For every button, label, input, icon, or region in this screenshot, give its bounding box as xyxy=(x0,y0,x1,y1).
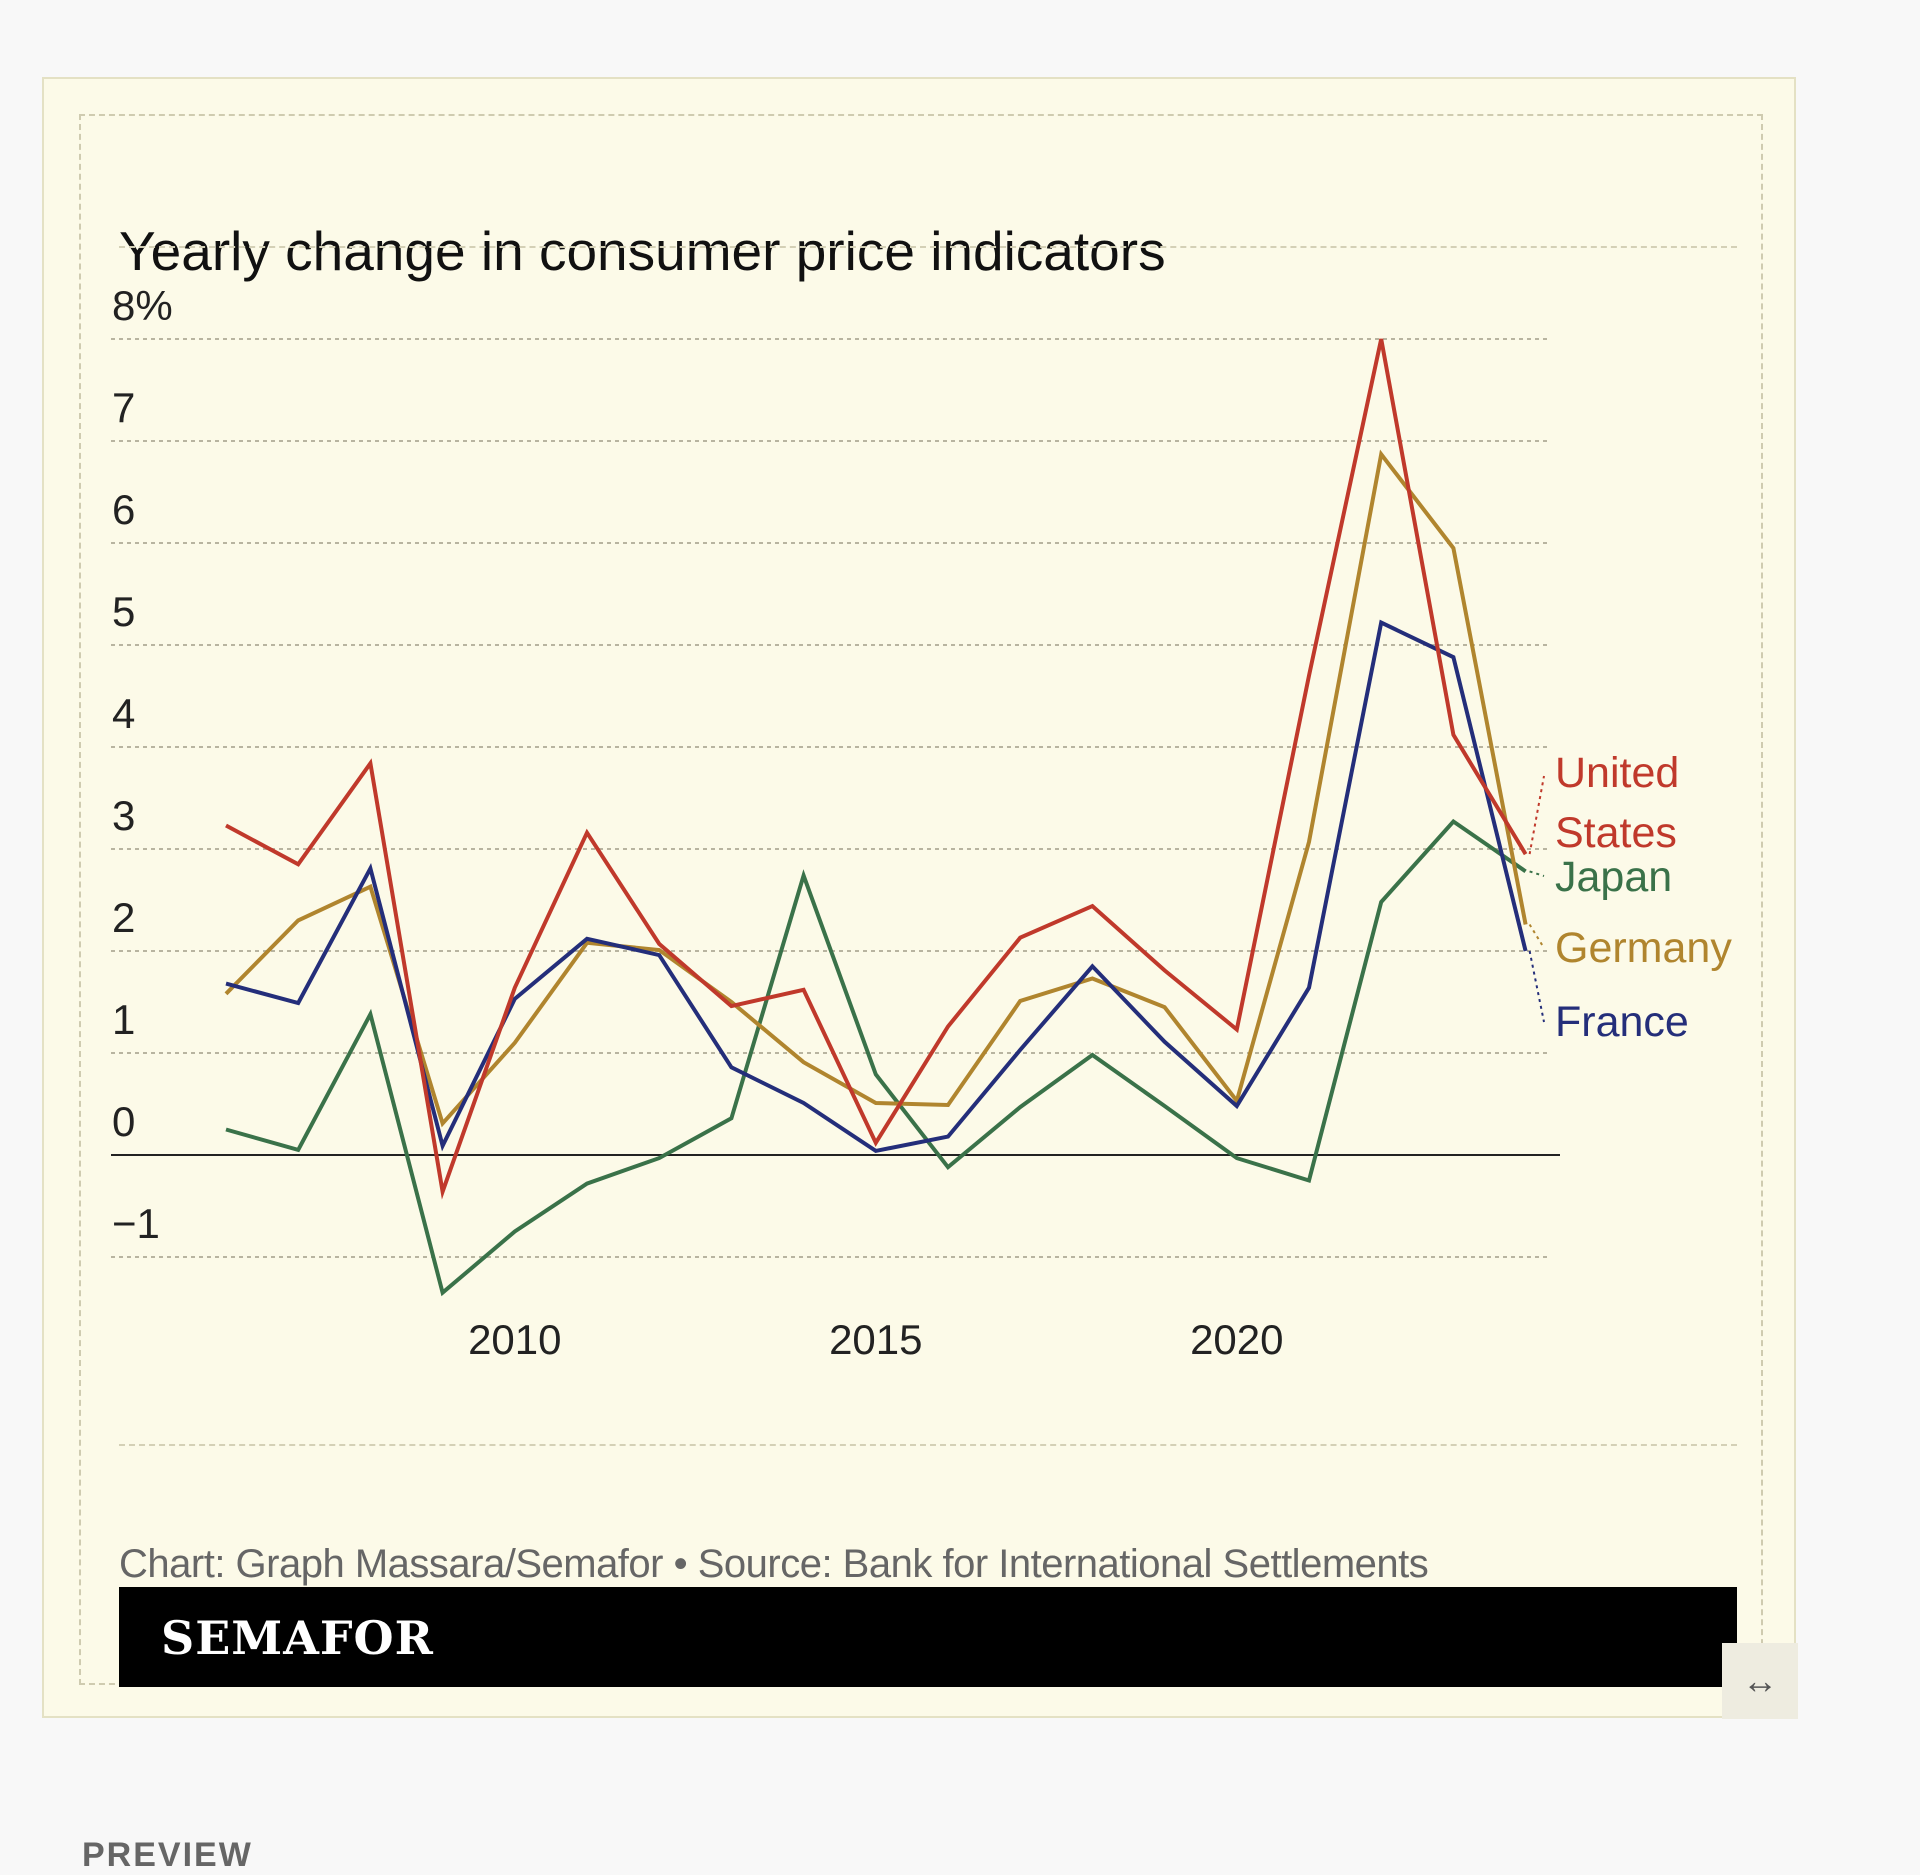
y-tick-label: 2 xyxy=(112,894,135,941)
leader-france xyxy=(1528,950,1545,1023)
y-tick-label: 3 xyxy=(112,792,135,839)
x-tick-label: 2020 xyxy=(1190,1316,1283,1363)
series-label-germany: Germany xyxy=(1555,924,1732,972)
y-tick-label: 7 xyxy=(112,384,135,431)
chart-title: Yearly change in consumer price indicato… xyxy=(119,220,1166,282)
leader-japan xyxy=(1529,870,1545,877)
x-tick-label: 2015 xyxy=(829,1316,922,1363)
y-tick-label: −1 xyxy=(112,1200,160,1247)
series-label-united-states: United xyxy=(1555,749,1679,797)
title-separator xyxy=(119,246,1737,248)
leader-germany xyxy=(1528,923,1545,949)
series-label-united-states: States xyxy=(1555,809,1677,857)
preview-heading: PREVIEW xyxy=(82,1836,253,1874)
x-tick-label: 2010 xyxy=(468,1316,561,1363)
series-line-united-states xyxy=(225,338,1528,1200)
y-tick-label: 6 xyxy=(112,486,135,533)
series-label-japan: Japan xyxy=(1555,853,1672,901)
brand-bar: SEMAFOR xyxy=(119,1587,1737,1687)
y-axis-ticks: −1 0 1 2 3 4 5 6 7 8% xyxy=(112,282,173,1247)
leader-united-states xyxy=(1528,775,1545,855)
series-label-france: France xyxy=(1555,998,1689,1046)
y-tick-label: 8% xyxy=(112,282,173,329)
grid-lines xyxy=(111,338,1560,1258)
series-line-germany xyxy=(224,449,1528,1128)
x-axis-ticks: 2010 2015 2020 xyxy=(468,1316,1283,1363)
resize-handle-icon[interactable]: ↔ xyxy=(1722,1643,1798,1719)
chart-card: Yearly change in consumer price indicato… xyxy=(42,77,1796,1718)
y-tick-label: 4 xyxy=(112,690,135,737)
series-labels: Japan Germany France United States xyxy=(1528,749,1732,1046)
brand-logo: SEMAFOR xyxy=(161,1611,434,1665)
chart-credit: Chart: Graph Massara/Semafor • Source: B… xyxy=(119,1542,1429,1586)
y-tick-label: 5 xyxy=(112,588,135,635)
footer-separator xyxy=(119,1444,1737,1446)
y-tick-label: 0 xyxy=(112,1098,135,1145)
y-tick-label: 1 xyxy=(112,996,135,1043)
series-lines xyxy=(224,338,1528,1297)
series-line-japan xyxy=(225,818,1527,1297)
series-line-france xyxy=(225,619,1528,1154)
